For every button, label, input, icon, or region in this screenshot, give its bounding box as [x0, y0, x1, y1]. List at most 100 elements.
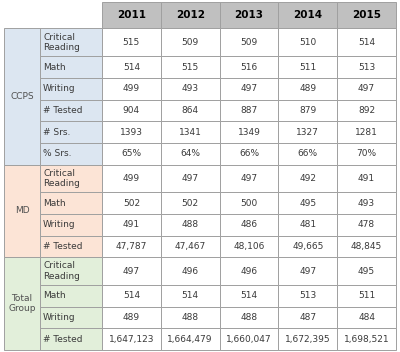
Bar — [337, 192, 396, 214]
Bar — [278, 2, 337, 29]
Text: CCPS: CCPS — [10, 92, 34, 101]
Bar — [161, 285, 220, 307]
Text: 1327: 1327 — [296, 127, 319, 137]
Text: 502: 502 — [123, 199, 140, 208]
Bar — [161, 165, 220, 192]
Text: 481: 481 — [299, 220, 316, 229]
Bar — [161, 214, 220, 235]
Text: Math: Math — [43, 63, 66, 71]
Bar — [220, 78, 278, 100]
Bar — [40, 29, 102, 56]
Bar — [220, 29, 278, 56]
Bar — [102, 328, 161, 350]
Bar — [40, 307, 102, 328]
Text: 500: 500 — [240, 199, 258, 208]
Text: 489: 489 — [123, 313, 140, 322]
Bar — [220, 56, 278, 78]
Text: # Tested: # Tested — [43, 106, 82, 115]
Text: 48,106: 48,106 — [233, 242, 265, 251]
Bar — [337, 143, 396, 165]
Text: 488: 488 — [182, 220, 199, 229]
Bar — [220, 2, 278, 29]
Bar — [278, 257, 337, 285]
Text: 489: 489 — [299, 84, 316, 93]
Text: 488: 488 — [182, 313, 199, 322]
Bar — [278, 121, 337, 143]
Text: 492: 492 — [299, 174, 316, 183]
Bar — [40, 328, 102, 350]
Bar — [220, 100, 278, 121]
Bar — [220, 143, 278, 165]
Bar — [40, 192, 102, 214]
Bar — [278, 143, 337, 165]
Text: Writing: Writing — [43, 84, 76, 93]
Text: 488: 488 — [240, 313, 258, 322]
Bar — [40, 78, 102, 100]
Text: 478: 478 — [358, 220, 375, 229]
Text: 1,664,479: 1,664,479 — [168, 335, 213, 344]
Bar — [278, 235, 337, 257]
Bar — [102, 165, 161, 192]
Bar — [102, 29, 161, 56]
Text: 66%: 66% — [239, 149, 259, 158]
Text: Total
Group: Total Group — [8, 294, 36, 313]
Bar — [102, 307, 161, 328]
Text: Critical
Reading: Critical Reading — [43, 169, 80, 188]
Text: 2014: 2014 — [293, 10, 322, 20]
Bar — [102, 214, 161, 235]
Text: Critical
Reading: Critical Reading — [43, 262, 80, 281]
Text: 1,698,521: 1,698,521 — [344, 335, 390, 344]
Text: 879: 879 — [299, 106, 316, 115]
Bar — [161, 2, 220, 29]
Text: 514: 514 — [358, 38, 375, 47]
Text: 49,665: 49,665 — [292, 242, 324, 251]
Text: 491: 491 — [123, 220, 140, 229]
Text: # Tested: # Tested — [43, 242, 82, 251]
Text: 511: 511 — [358, 291, 375, 300]
Bar — [278, 307, 337, 328]
Bar — [337, 307, 396, 328]
Text: 515: 515 — [182, 63, 199, 71]
Bar — [278, 214, 337, 235]
Text: 514: 514 — [123, 63, 140, 71]
Text: 484: 484 — [358, 313, 375, 322]
Text: 486: 486 — [240, 220, 258, 229]
Text: 497: 497 — [240, 174, 258, 183]
Bar — [220, 165, 278, 192]
Text: 510: 510 — [299, 38, 316, 47]
Bar — [278, 56, 337, 78]
Bar — [161, 328, 220, 350]
Bar — [337, 100, 396, 121]
Text: 495: 495 — [358, 266, 375, 276]
Bar — [40, 56, 102, 78]
Text: 65%: 65% — [121, 149, 142, 158]
Bar — [102, 235, 161, 257]
Text: 499: 499 — [123, 174, 140, 183]
Bar — [337, 214, 396, 235]
Bar — [161, 29, 220, 56]
Text: 514: 514 — [240, 291, 258, 300]
Text: 513: 513 — [299, 291, 316, 300]
Bar — [337, 78, 396, 100]
Bar — [161, 143, 220, 165]
Bar — [337, 285, 396, 307]
Text: 892: 892 — [358, 106, 375, 115]
Text: 487: 487 — [299, 313, 316, 322]
Text: 499: 499 — [123, 84, 140, 93]
Bar — [40, 165, 102, 192]
Text: MD: MD — [15, 206, 29, 215]
Bar — [102, 143, 161, 165]
Bar — [220, 257, 278, 285]
Bar — [40, 257, 102, 285]
Bar — [337, 2, 396, 29]
Bar — [337, 328, 396, 350]
Bar — [102, 257, 161, 285]
Bar — [161, 192, 220, 214]
Bar — [102, 78, 161, 100]
Text: 864: 864 — [182, 106, 199, 115]
Text: 509: 509 — [240, 38, 258, 47]
Bar — [220, 328, 278, 350]
Bar — [278, 285, 337, 307]
Bar — [161, 307, 220, 328]
Text: 70%: 70% — [356, 149, 377, 158]
